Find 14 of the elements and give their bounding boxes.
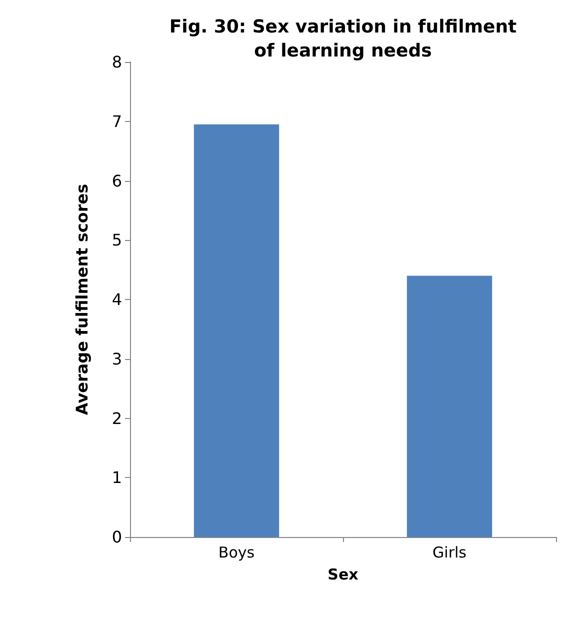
y-tick-label: 4: [112, 290, 122, 309]
y-tick-label: 2: [112, 408, 122, 428]
y-tick-label: 8: [112, 52, 122, 72]
y-tick-label: 1: [112, 468, 122, 488]
x-axis-title: Sex: [328, 566, 359, 584]
y-tick-label: 5: [112, 230, 122, 250]
x-tick-label: Girls: [432, 544, 467, 562]
x-tick-label: Boys: [218, 544, 255, 562]
y-axis-title: Average fulfilment scores: [72, 184, 92, 416]
y-tick-label: 0: [112, 528, 122, 546]
y-tick-label: 7: [112, 112, 122, 131]
chart-title: Fig. 30: Sex variation in fulfilment of learning needs: [169, 16, 518, 62]
y-tick-label: 6: [112, 171, 122, 190]
y-tick-label: 3: [112, 349, 122, 368]
